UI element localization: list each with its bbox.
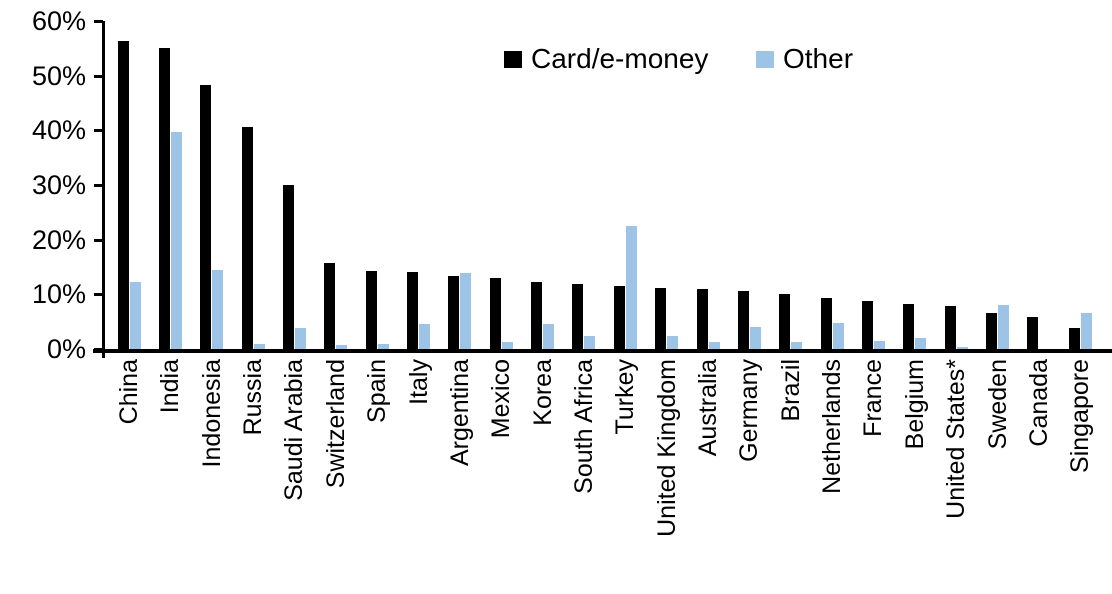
x-axis-category-label: Australia	[694, 359, 722, 457]
bar-card-e-money	[490, 278, 501, 349]
x-axis-category-label: Netherlands	[818, 359, 846, 494]
bar-card-e-money	[200, 85, 211, 349]
bar-card-e-money	[283, 185, 294, 349]
x-axis-category-label: United Kingdom	[653, 359, 681, 537]
bar-other	[171, 132, 182, 349]
x-axis-category-label: Spain	[363, 359, 391, 423]
bar-other	[336, 345, 347, 349]
bar-card-e-money	[531, 282, 542, 349]
x-axis-category-label: Turkey	[611, 359, 639, 435]
y-axis-tick-mark	[94, 129, 103, 133]
bar-card-e-money	[118, 41, 129, 349]
bar-other	[750, 327, 761, 349]
y-axis-tick-mark	[94, 348, 103, 351]
legend-item-card-e-money: Card/e-money	[504, 43, 708, 75]
bar-other	[254, 344, 265, 349]
bar-card-e-money	[159, 48, 170, 349]
bar-card-e-money	[614, 286, 625, 349]
y-axis-tick-label: 40%	[31, 115, 86, 146]
y-axis-tick-label: 50%	[31, 60, 86, 91]
bar-other	[378, 344, 389, 349]
y-axis-tick-mark	[94, 293, 103, 297]
bar-card-e-money	[697, 289, 708, 349]
bar-other	[584, 336, 595, 349]
bar-other	[709, 342, 720, 349]
y-axis-tick-label: 10%	[31, 279, 86, 310]
x-axis-category-label: Argentina	[446, 359, 474, 467]
bar-card-e-money	[945, 306, 956, 349]
legend-swatch-other	[756, 50, 774, 68]
y-axis-tick-mark	[94, 238, 103, 242]
bar-other	[212, 270, 223, 349]
bar-other	[419, 324, 430, 349]
bar-other	[791, 342, 802, 349]
bar-card-e-money	[1027, 317, 1038, 349]
bar-card-e-money	[1069, 328, 1080, 349]
bar-card-e-money	[448, 276, 459, 349]
bar-other	[667, 336, 678, 349]
bar-other	[1081, 313, 1092, 349]
x-axis-category-label: Germany	[735, 359, 763, 462]
bar-card-e-money	[407, 272, 418, 349]
bar-card-e-money	[903, 304, 914, 349]
x-axis-category-label: Mexico	[487, 359, 515, 439]
y-axis-tick-mark	[94, 20, 103, 23]
x-axis-category-label: Canada	[1025, 359, 1053, 447]
x-axis-category-label: Singapore	[1066, 359, 1094, 473]
legend-label-other: Other	[783, 43, 854, 74]
legend-swatch-card-e-money	[504, 50, 522, 68]
y-axis-tick-mark	[94, 74, 103, 78]
y-axis-tick-label: 30%	[31, 170, 86, 200]
bar-card-e-money	[986, 313, 997, 349]
x-axis-category-label: Indonesia	[198, 359, 226, 468]
y-axis-tick-label: 20%	[31, 224, 86, 255]
y-axis-line	[102, 21, 105, 358]
x-axis-category-label: Russia	[239, 359, 267, 436]
x-axis-category-label: China	[115, 359, 143, 425]
x-axis-category-label: France	[859, 359, 887, 437]
bar-other	[833, 323, 844, 349]
bar-other	[874, 341, 885, 349]
x-axis-category-label: Korea	[529, 359, 557, 426]
x-axis-line	[93, 349, 1112, 353]
x-axis-category-label: United States*	[942, 359, 970, 519]
legend-item-other: Other	[756, 43, 853, 75]
x-axis-category-label: Belgium	[901, 359, 929, 450]
x-axis-category-label: Sweden	[984, 359, 1012, 450]
legend-label-card-e-money: Card/e-money	[531, 43, 709, 74]
bar-card-e-money	[779, 294, 790, 349]
y-axis-tick-mark	[94, 184, 103, 187]
y-axis-tick-label: 0%	[46, 334, 86, 364]
bar-card-e-money	[572, 284, 583, 349]
bar-other	[957, 347, 968, 349]
bar-other	[915, 338, 926, 349]
bar-other	[626, 226, 637, 349]
bar-card-e-money	[862, 301, 873, 349]
x-axis-category-label: Brazil	[777, 359, 805, 422]
bar-card-e-money	[655, 288, 666, 349]
bar-card-e-money	[324, 263, 335, 349]
bar-other	[130, 282, 141, 349]
bar-card-e-money	[366, 271, 377, 349]
bar-other	[543, 324, 554, 349]
x-axis-category-label: Italy	[405, 359, 433, 405]
y-axis-tick-label: 60%	[31, 6, 86, 36]
bar-card-e-money	[242, 127, 253, 349]
bar-other	[998, 305, 1009, 349]
x-axis-category-label: Saudi Arabia	[280, 359, 308, 501]
bar-card-e-money	[821, 298, 832, 349]
x-axis-category-label: Switzerland	[322, 359, 350, 489]
bar-other	[295, 328, 306, 349]
x-axis-category-label: India	[156, 359, 184, 414]
bar-card-e-money	[738, 291, 749, 349]
bar-other	[502, 342, 513, 349]
bar-other	[460, 273, 471, 349]
x-axis-category-label: South Africa	[570, 359, 598, 494]
